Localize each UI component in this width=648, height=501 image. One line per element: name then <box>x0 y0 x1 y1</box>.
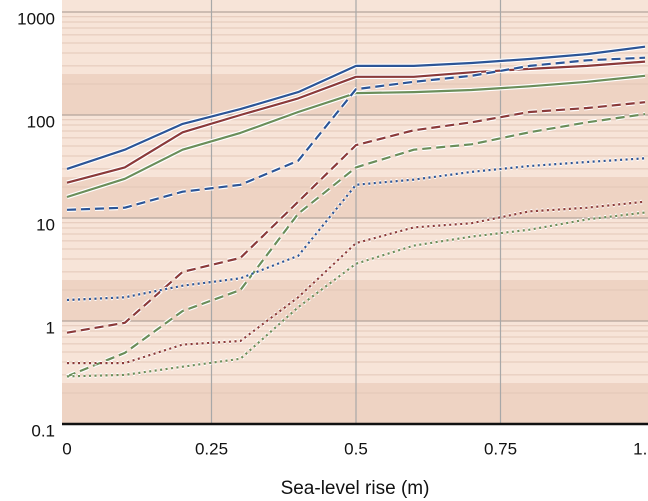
x-tick-label: 0.75 <box>484 439 517 458</box>
y-tick-label: 0.1 <box>31 421 55 440</box>
x-tick-label: 0.25 <box>195 439 228 458</box>
decade-band <box>62 383 648 424</box>
x-tick-label: 0.5 <box>344 439 368 458</box>
series-line <box>66 45 646 170</box>
decade-band <box>62 177 648 218</box>
y-tick-label: 10 <box>36 215 55 234</box>
x-tick-label: 0 <box>62 439 71 458</box>
series-line <box>66 60 646 184</box>
decade-band <box>62 280 648 321</box>
series-line <box>66 56 646 211</box>
series-line <box>66 74 646 199</box>
x-axis-title: Sea-level rise (m) <box>281 478 430 499</box>
x-tick-label: 1.0 <box>633 439 648 458</box>
series-line <box>66 113 646 378</box>
series-line <box>67 200 646 365</box>
y-tick-label: 1000 <box>17 9 55 28</box>
series-line <box>66 101 646 334</box>
y-tick-label: 1 <box>46 318 55 337</box>
y-tick-label: 100 <box>27 112 55 131</box>
